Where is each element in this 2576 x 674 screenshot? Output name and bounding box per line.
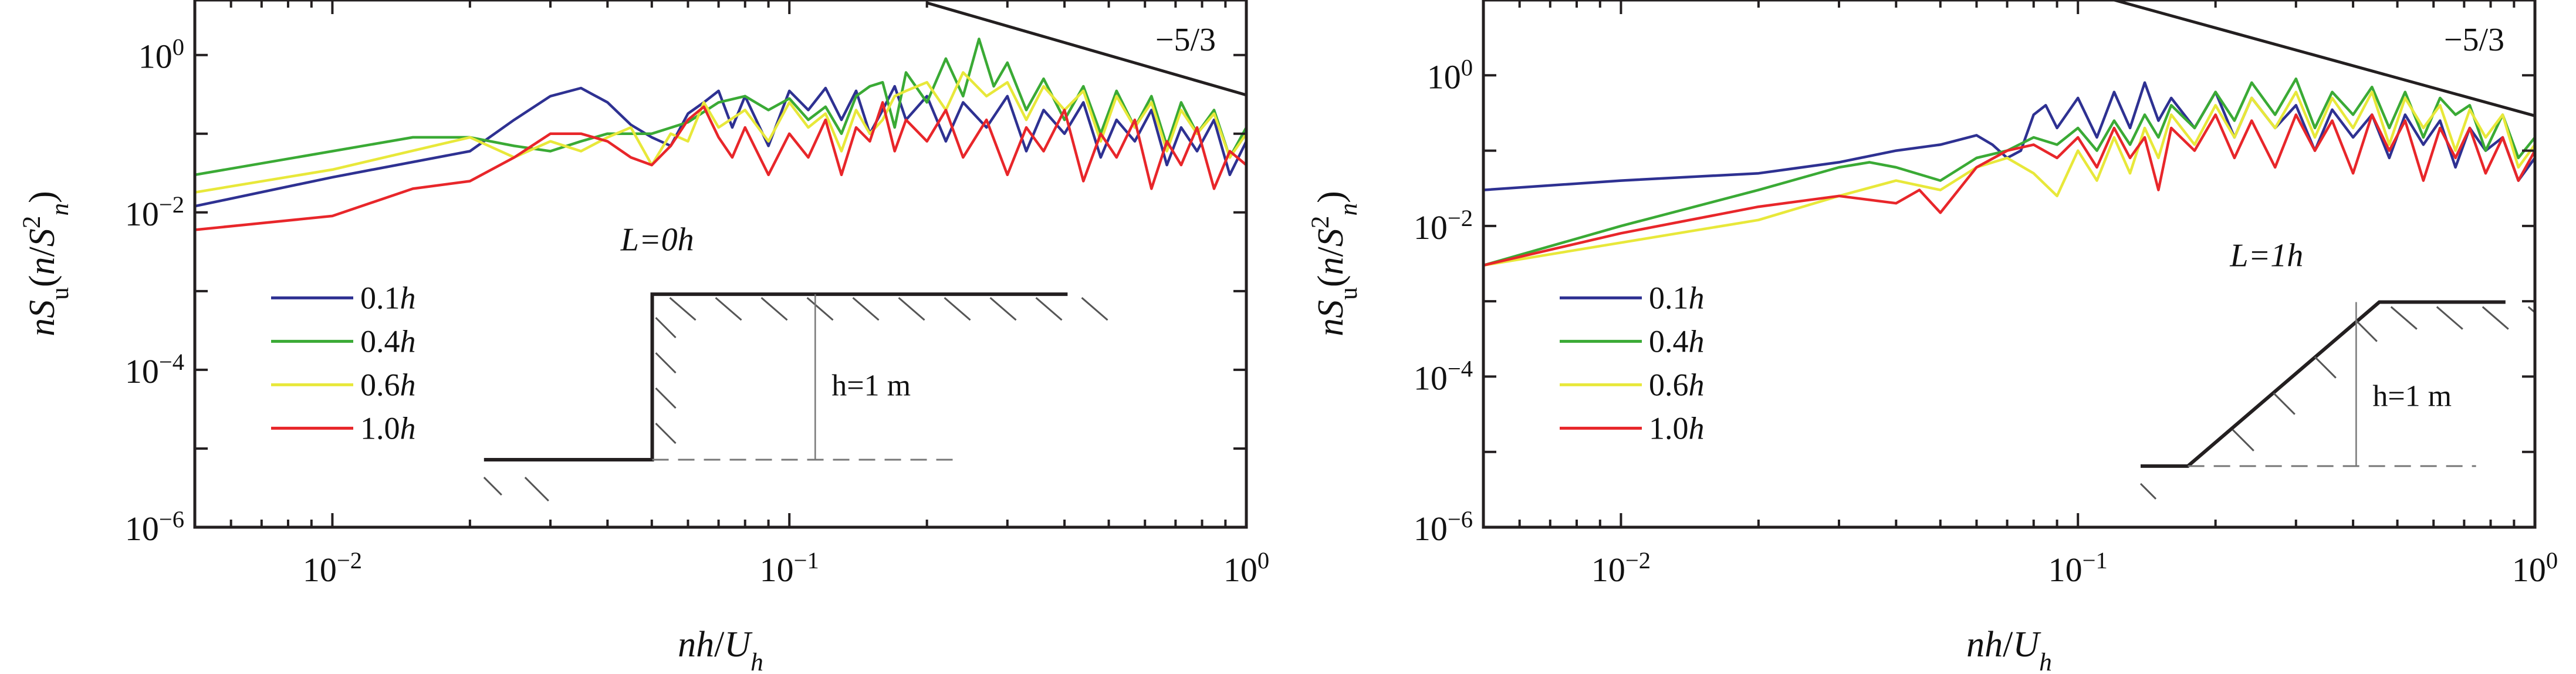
x-tick-label: 10−2 [1591, 547, 1651, 589]
legend-label: 0.4h [1649, 323, 1705, 359]
slope-reference-line [926, 1, 1246, 97]
slope-label: −5/3 [2444, 22, 2504, 58]
hatch-line [1081, 296, 1108, 321]
hatch-line [944, 296, 971, 321]
hatch-line [852, 296, 880, 321]
series-line-0_4h [1483, 77, 2535, 267]
inset-sketch: h=1 m L=1h [2139, 237, 2535, 500]
chart-panel-left: h=1 m L=0h −5/3 0.1h 0.4h 0.6h 1.0h 10−6 10−4 10−… [18, 0, 1269, 674]
hatch-line [483, 476, 502, 496]
x-tick-label: 100 [2512, 547, 2558, 589]
chart-panel-right: h=1 m L=1h −5/3 0.1h 0.4h 0.6h 1.0h 10−6 10−4 10−… [1306, 0, 2558, 674]
axes-frame [193, 0, 1248, 529]
hatch-line [715, 296, 742, 321]
legend-label: 0.4h [360, 323, 416, 359]
hatch-line [2355, 319, 2378, 342]
hatch-line [655, 387, 677, 409]
x-axis-label: nh/Uh [1966, 625, 2052, 674]
y-tick-label: 10−4 [125, 348, 184, 390]
inset-title: L=0h [620, 222, 694, 258]
slope-profile [2141, 300, 2506, 468]
series-line-1_0h [1483, 113, 2535, 267]
legend-label: 1.0h [1649, 410, 1705, 446]
y-tick-label: 10−2 [125, 191, 184, 233]
hatch-line [989, 296, 1017, 321]
hatch-line [2273, 392, 2296, 415]
x-tick-label: 10−2 [303, 547, 362, 589]
series-line-0_6h [195, 71, 1246, 194]
plot-area: h=1 m L=0h [195, 1, 1246, 502]
y-tick-label: 10−6 [1414, 506, 1473, 548]
y-tick-label: 100 [138, 33, 184, 76]
x-axis-label: nh/Uh [678, 625, 763, 674]
hatch-line [2482, 306, 2509, 330]
slope-reference-line [2114, 0, 2535, 117]
legend-label: 0.6h [360, 367, 416, 402]
hatch-line [524, 476, 549, 502]
y-tick-label: 10−4 [1414, 355, 1473, 397]
plot-area: h=1 m L=1h [1483, 0, 2535, 500]
hatch-line [655, 317, 677, 339]
hatch-line [2390, 306, 2418, 330]
y-tick-label: 10−2 [1414, 204, 1473, 247]
hatch-line [898, 296, 925, 321]
hatch-line [655, 423, 677, 444]
inset-height-label: h=1 m [2372, 379, 2452, 413]
hatch-line [2436, 306, 2463, 330]
hatch-line [2232, 429, 2254, 451]
axes-frame [1482, 0, 2537, 529]
hatch-line [806, 296, 834, 321]
inset-title: L=1h [2229, 237, 2303, 274]
y-axis-label: nSu(n/S2n) [18, 191, 74, 336]
hatch-line [760, 296, 788, 321]
hatch-line [2527, 306, 2535, 314]
legend-label: 0.6h [1649, 367, 1705, 402]
x-tick-label: 100 [1223, 547, 1269, 589]
y-tick-label: 10−6 [125, 506, 184, 548]
hatch-line [2139, 483, 2157, 500]
x-tick-label: 10−1 [2048, 547, 2108, 589]
legend-label: 1.0h [360, 410, 416, 446]
step-profile [484, 292, 1068, 462]
inset-sketch: h=1 m L=0h [483, 222, 1108, 502]
series-line-1_0h [195, 101, 1246, 231]
hatch-line [669, 296, 697, 321]
hatch-line [655, 352, 677, 374]
y-tick-label: 100 [1427, 54, 1473, 96]
inset-height-label: h=1 m [831, 369, 911, 403]
y-axis-label: nSu(n/S2n) [1306, 191, 1363, 336]
slope-label: −5/3 [1155, 22, 1216, 58]
hatch-line [2314, 356, 2337, 379]
hatch-line [1035, 296, 1063, 321]
legend-label: 0.1h [360, 280, 416, 315]
x-tick-label: 10−1 [760, 547, 819, 589]
series-line-0_1h [1483, 81, 2535, 191]
legend-label: 0.1h [1649, 280, 1705, 315]
